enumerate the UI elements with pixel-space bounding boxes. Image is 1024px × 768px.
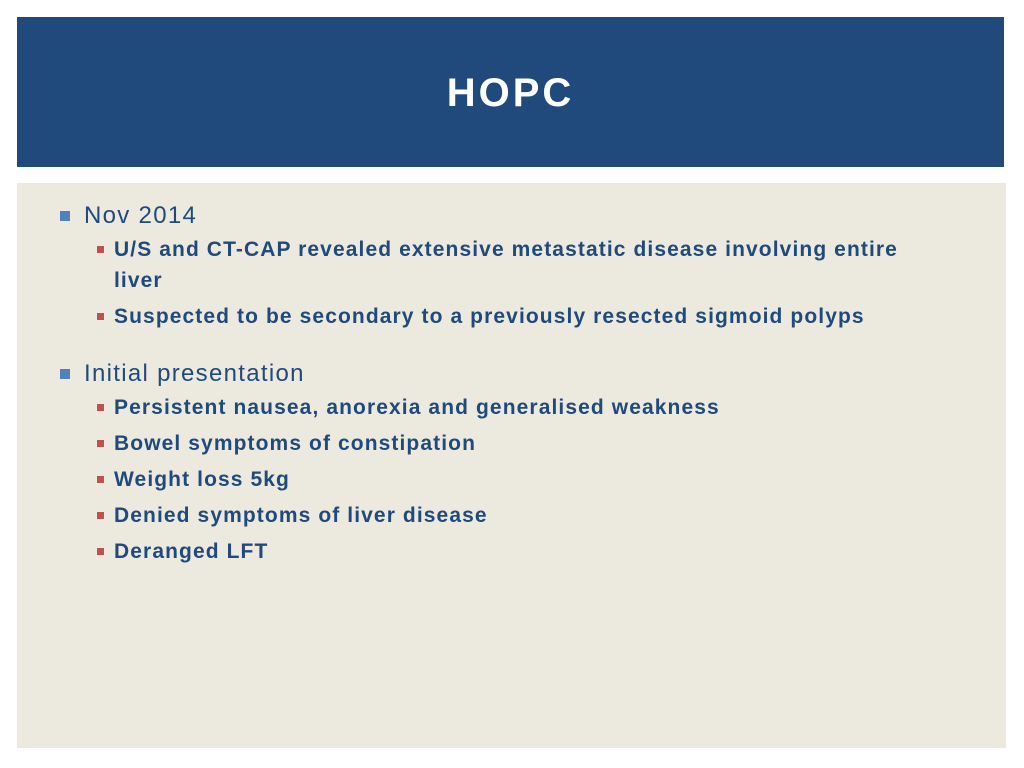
title-bar: HOPC [17, 17, 1004, 167]
section-initial-presentation: Initial presentation Persistent nausea, … [17, 358, 1006, 567]
sub-bullet-list: U/S and CT-CAP revealed extensive metast… [84, 234, 1006, 332]
list-item-text: Persistent nausea, anorexia and generali… [114, 396, 720, 419]
slide-title: HOPC [446, 70, 575, 115]
square-bullet-icon [97, 548, 104, 555]
square-bullet-icon [97, 246, 104, 253]
content-panel: Nov 2014 U/S and CT-CAP revealed extensi… [17, 183, 1006, 748]
list-item-text: Suspected to be secondary to a previousl… [114, 305, 865, 328]
square-bullet-icon [97, 440, 104, 447]
sub-bullet-list: Persistent nausea, anorexia and generali… [84, 392, 1006, 567]
square-bullet-icon [60, 369, 70, 379]
list-item-text: Bowel symptoms of constipation [114, 432, 477, 455]
list-item-text: Denied symptoms of liver disease [114, 504, 488, 527]
bullet-list: Nov 2014 U/S and CT-CAP revealed extensi… [17, 183, 1006, 572]
list-item: Weight loss 5kg [84, 464, 1006, 495]
list-item: U/S and CT-CAP revealed extensive metast… [84, 234, 1006, 296]
square-bullet-icon [97, 313, 104, 320]
list-item-text: Weight loss 5kg [114, 468, 290, 491]
square-bullet-icon [97, 512, 104, 519]
square-bullet-icon [97, 404, 104, 411]
section-nov-2014: Nov 2014 U/S and CT-CAP revealed extensi… [17, 200, 1006, 332]
list-item: Persistent nausea, anorexia and generali… [84, 392, 1006, 423]
section-heading: Nov 2014 [84, 202, 198, 229]
square-bullet-icon [97, 476, 104, 483]
list-item-text: Deranged LFT [114, 540, 269, 563]
section-heading: Initial presentation [84, 360, 305, 387]
list-item-text: U/S and CT-CAP revealed extensive metast… [114, 238, 898, 292]
square-bullet-icon [60, 211, 70, 221]
list-item: Denied symptoms of liver disease [84, 500, 1006, 531]
list-item: Bowel symptoms of constipation [84, 428, 1006, 459]
list-item: Deranged LFT [84, 536, 1006, 567]
list-item: Suspected to be secondary to a previousl… [84, 301, 1006, 332]
